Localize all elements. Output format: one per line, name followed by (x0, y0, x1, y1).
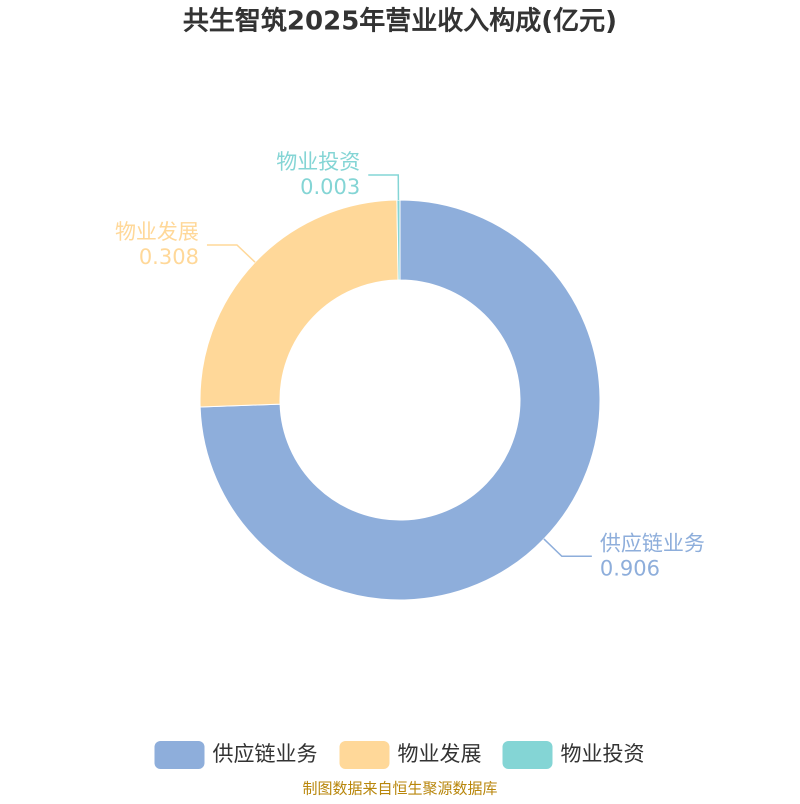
leader-line (206, 244, 256, 263)
slice-label: 物业投资 (276, 150, 360, 174)
value-label: 0.003 (300, 175, 360, 199)
legend-label[interactable]: 物业投资 (561, 742, 645, 766)
value-label: 0.308 (139, 245, 199, 269)
donut-slice (199, 199, 601, 601)
value-label: 0.906 (600, 556, 660, 580)
legend-swatch[interactable] (502, 741, 553, 769)
chart-title: 共生智筑2025年营业收入构成(亿元) (183, 6, 617, 37)
donut-slice (199, 199, 399, 408)
leader-line (368, 174, 400, 201)
leader-line (543, 538, 592, 558)
slice-label: 物业发展 (115, 220, 199, 244)
legend-swatch[interactable] (339, 741, 390, 769)
slice-label: 供应链业务 (600, 531, 705, 555)
legend-label[interactable]: 供应链业务 (213, 742, 318, 766)
donut-slice (396, 199, 401, 281)
source-note: 制图数据来自恒生聚源数据库 (302, 780, 497, 798)
legend-label[interactable]: 物业发展 (398, 742, 482, 766)
legend-swatch[interactable] (154, 741, 205, 769)
